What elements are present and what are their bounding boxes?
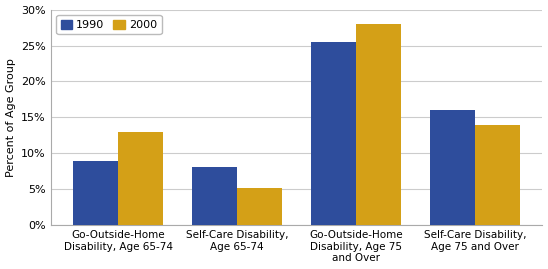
Bar: [192, 167, 237, 225]
Bar: [237, 188, 282, 225]
Bar: [356, 24, 401, 225]
Bar: [118, 132, 163, 225]
Bar: [475, 125, 520, 225]
Legend: 1990, 2000: 1990, 2000: [56, 15, 162, 34]
Y-axis label: Percent of Age Group: Percent of Age Group: [5, 58, 15, 177]
Bar: [73, 161, 118, 225]
Bar: [311, 42, 356, 225]
Bar: [430, 110, 475, 225]
